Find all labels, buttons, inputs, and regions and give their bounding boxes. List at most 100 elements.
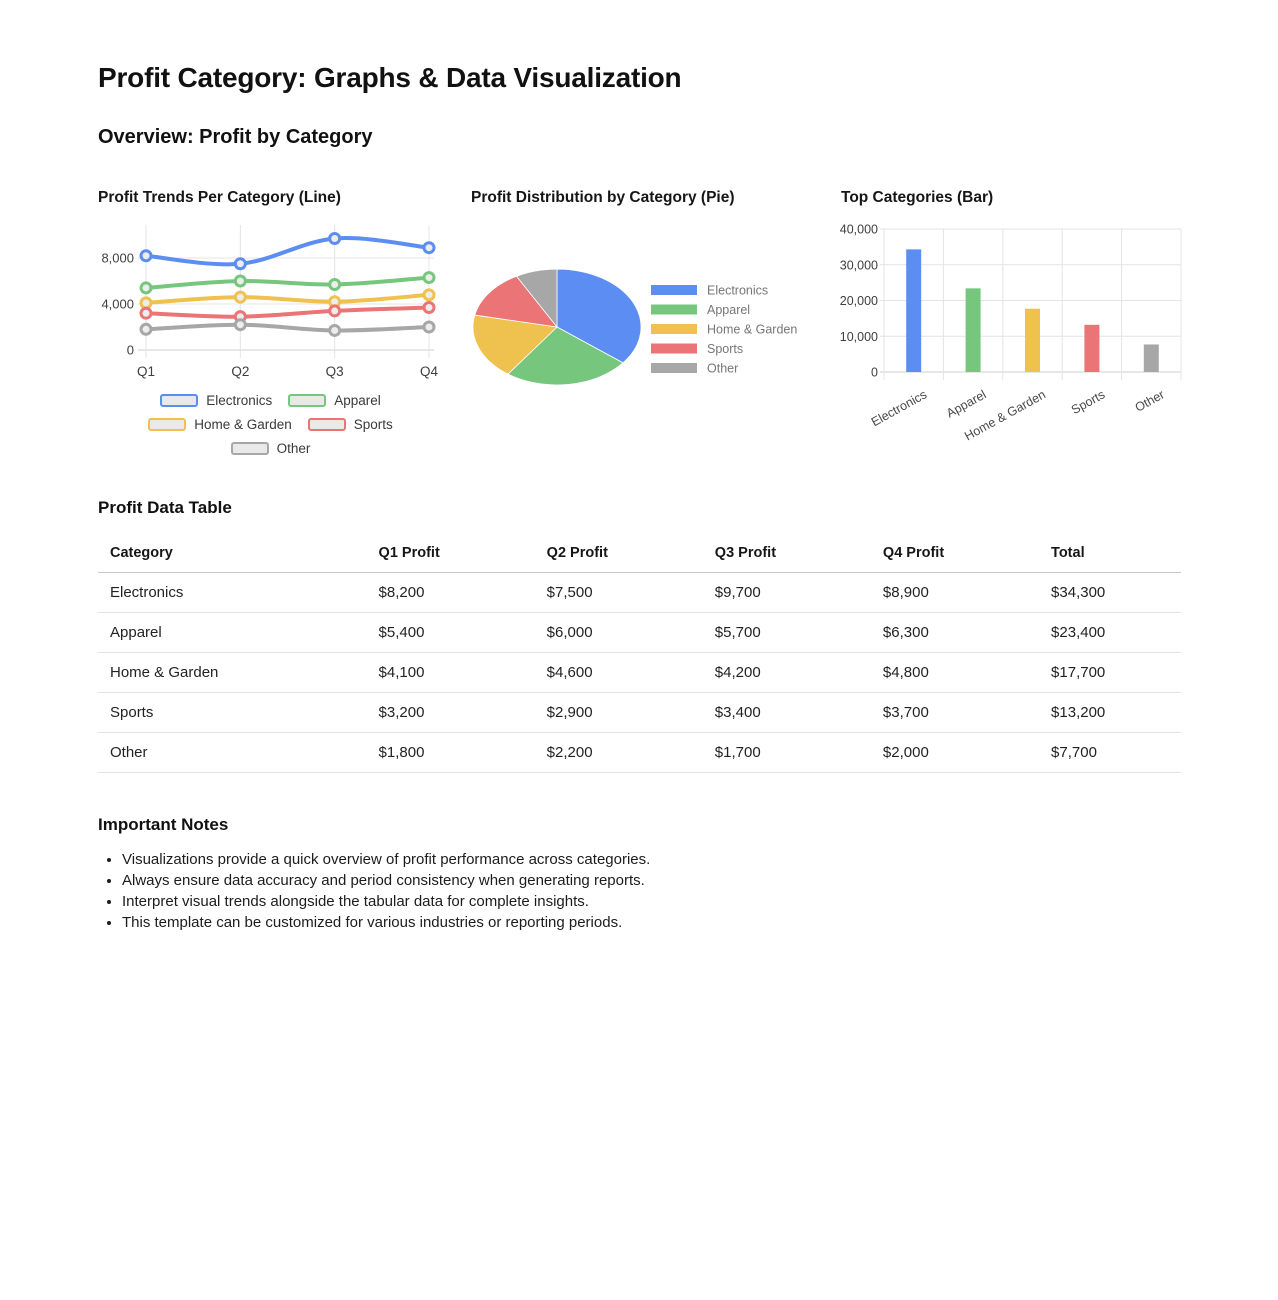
table-header-q3-profit: Q3 Profit: [702, 534, 871, 573]
bar-chart: 0 10,000 20,000 30,000 40,000 Electronics Appa…: [840, 223, 1182, 443]
note-item: This template can be customized for vari…: [122, 912, 1181, 933]
line-series-home-garden: [144, 292, 431, 305]
legend-label: Sports: [353, 417, 393, 432]
bar-chart-panel: Top Categories (Bar) 0 10,000 20,000 30,000…: [840, 189, 1182, 455]
table-cell: $17,700: [1039, 652, 1181, 693]
table-header-q2-profit: Q2 Profit: [534, 534, 703, 573]
legend-swatch: [148, 418, 187, 431]
table-cell: $7,500: [534, 572, 703, 613]
table-cell: $2,000: [870, 732, 1040, 773]
data-point-other: [139, 322, 153, 336]
legend-swatch: [160, 394, 199, 407]
line-series-electronics: [144, 236, 431, 267]
line-chart-title: Profit Trends Per Category (Line): [98, 189, 341, 206]
table-cell: $6,000: [534, 612, 703, 653]
table-cell: Sports: [98, 692, 367, 733]
legend-item-home-garden: Home & Garden: [148, 417, 292, 432]
table-row: Home & Garden $4,100 $4,600 $4,200 $4,800 $17…: [98, 652, 1181, 693]
pie-chart-panel: Profit Distribution by Category (Pie) El…: [471, 189, 816, 410]
pie-legend-swatch-home-garden: [651, 324, 697, 334]
legend-item-apparel: Apparel: [288, 393, 381, 408]
y-axis-tick-label: 30,000: [840, 258, 878, 272]
note-item: Always ensure data accuracy and period c…: [122, 870, 1181, 891]
pie-slice-electronics: [557, 269, 641, 363]
line-chart: 0 4,000 8,000 Q1 Q2 Q3 Q4: [101, 225, 438, 379]
data-point-other: [233, 318, 247, 332]
pie-chart: Electronics Apparel Home & Garden Sports Oth…: [471, 215, 797, 410]
table-cell: $8,900: [870, 572, 1040, 613]
data-point-home-garden: [233, 290, 247, 304]
table-cell: $4,200: [702, 652, 871, 693]
x-axis-tick-label: Q1: [137, 364, 155, 379]
y-axis-tick-label: 4,000: [101, 297, 134, 312]
table-cell: $5,400: [366, 612, 535, 653]
bar-other: [1143, 344, 1159, 372]
pie-legend-label-other: Other: [707, 362, 738, 376]
table-header-row: Category Q1 Profit Q2 Profit Q3 Profit Q…: [98, 534, 1181, 573]
pie-legend: Electronics Apparel Home & Garden Sports Oth…: [651, 284, 797, 376]
pie-legend-label-electronics: Electronics: [707, 284, 768, 298]
table-cell: $2,900: [534, 692, 703, 733]
table-cell: $1,700: [702, 732, 871, 773]
table-cell: $4,600: [534, 652, 703, 693]
table-cell: $7,700: [1039, 732, 1181, 773]
legend-swatch: [307, 418, 346, 431]
table-cell: $9,700: [702, 572, 871, 613]
legend-label: Home & Garden: [194, 417, 292, 432]
x-axis-tick-label: Electronics: [869, 387, 929, 429]
bar-sports: [1084, 324, 1100, 372]
legend-item-electronics: Electronics: [160, 393, 272, 408]
bar-chart-title: Top Categories (Bar): [841, 189, 994, 206]
table-row: Apparel $5,400 $6,000 $5,700 $6,300 $23,400: [98, 612, 1181, 653]
table-cell: $8,200: [366, 572, 535, 613]
charts-row: Profit Trends Per Category (Line) 0 4,000…: [98, 189, 1182, 456]
pie-legend-label-home-garden: Home & Garden: [707, 323, 797, 337]
y-axis-tick-label: 0: [871, 366, 878, 380]
x-axis-tick-label: Apparel: [944, 387, 988, 420]
table-header-q1-profit: Q1 Profit: [366, 534, 535, 573]
pie-slice-apparel: [508, 327, 623, 385]
note-item: Visualizations provide a quick overview …: [122, 849, 1181, 870]
data-point-apparel: [233, 274, 247, 288]
legend-swatch: [288, 394, 327, 407]
legend-label: Other: [276, 441, 311, 456]
pie-legend-swatch-other: [651, 363, 697, 373]
table-row: Other $1,800 $2,200 $1,700 $2,000 $7,700: [98, 732, 1181, 773]
table-header-category: Category: [98, 534, 367, 573]
pie-slice-sports: [475, 276, 557, 327]
line-chart-panel: Profit Trends Per Category (Line) 0 4,000…: [98, 189, 443, 456]
pie-legend-swatch-sports: [651, 343, 697, 354]
table-cell: $5,700: [702, 612, 871, 653]
bar-electronics: [906, 249, 922, 372]
profit-table: Category Q1 Profit Q2 Profit Q3 Profit Q…: [98, 534, 1181, 773]
y-axis-tick-label: 40,000: [840, 223, 878, 237]
bar-home-garden: [1025, 308, 1040, 372]
data-point-sports: [422, 300, 436, 314]
data-point-sports: [328, 304, 342, 318]
data-point-electronics: [139, 249, 153, 263]
data-point-electronics: [233, 257, 247, 271]
table-cell: $4,100: [366, 652, 535, 693]
y-axis-tick-label: 8,000: [101, 251, 134, 266]
table-cell: $23,400: [1039, 612, 1181, 653]
table-header-total: Total: [1039, 534, 1181, 573]
table-header-q4-profit: Q4 Profit: [870, 534, 1040, 573]
table-cell: $6,300: [870, 612, 1040, 653]
line-series-other: [144, 322, 431, 333]
data-point-home-garden: [139, 296, 153, 310]
x-axis-tick-label: Other: [1133, 387, 1167, 414]
x-axis-tick-label: Sports: [1069, 387, 1107, 417]
pie-legend-swatch-electronics: [651, 285, 697, 295]
table-cell: Home & Garden: [98, 652, 367, 693]
table-heading: Profit Data Table: [98, 498, 232, 517]
pie-slices: [473, 269, 641, 385]
note-item: Interpret visual trends alongside the ta…: [122, 891, 1181, 912]
table-row: Sports $3,200 $2,900 $3,400 $3,700 $13,200: [98, 692, 1181, 733]
table-cell: $3,200: [366, 692, 535, 733]
line-chart-legend: Electronics Apparel Home & Garden Sports Oth…: [105, 393, 437, 456]
data-point-electronics: [328, 231, 342, 245]
pie-slice-home-garden: [473, 315, 557, 374]
x-axis-tick-label: Q3: [326, 364, 344, 379]
data-point-apparel: [422, 271, 436, 285]
x-axis-tick-label: Q2: [231, 364, 249, 379]
